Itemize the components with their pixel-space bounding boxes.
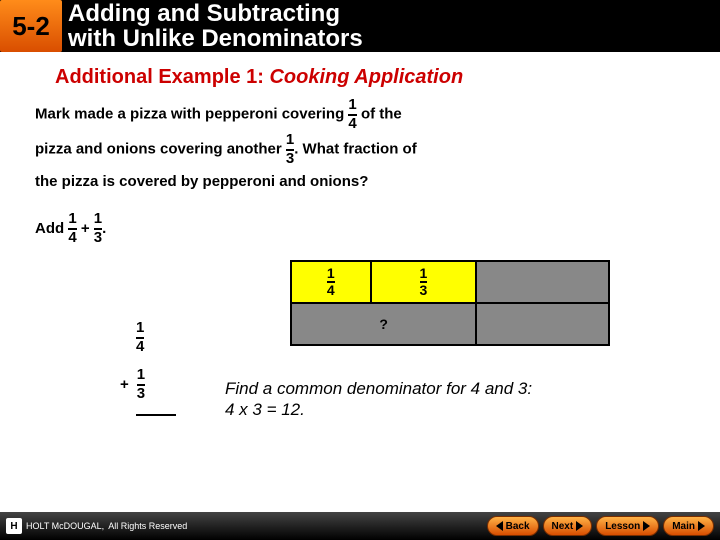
header-title: Adding and Subtracting with Unlike Denom…	[62, 1, 363, 51]
add-plus: +	[81, 220, 90, 237]
main-button[interactable]: Main	[663, 516, 714, 536]
subtitle-italic: Cooking Application	[269, 66, 463, 88]
chevron-left-icon	[496, 521, 503, 531]
footer-copyright: H HOLT McDOUGAL, All Rights Reserved	[6, 518, 187, 534]
fraction-1-4: 14	[348, 97, 356, 132]
diagram-cell-question: ?	[291, 303, 476, 345]
footer-rights: All Rights Reserved	[108, 521, 187, 531]
fraction-diagram: 14 13 ?	[290, 260, 610, 346]
next-button[interactable]: Next	[543, 516, 593, 536]
lesson-button[interactable]: Lesson	[596, 516, 659, 536]
problem-part1: Mark made a pizza with pepperoni coverin…	[35, 105, 344, 122]
explanation-text: Find a common denominator for 4 and 3: 4…	[225, 378, 532, 421]
publisher-logo: H	[6, 518, 22, 534]
diagram-cell-1-4: 14	[291, 261, 371, 303]
example-subtitle: Additional Example 1: Cooking Applicatio…	[0, 52, 720, 97]
explain-line2: 4 x 3 = 12.	[225, 400, 305, 419]
problem-text: Mark made a pizza with pepperoni coverin…	[0, 97, 720, 205]
footer-bar: H HOLT McDOUGAL, All Rights Reserved Bac…	[0, 512, 720, 540]
title-line2: with Unlike Denominators	[68, 25, 363, 52]
sum-underline	[136, 414, 176, 416]
chevron-right-icon	[643, 521, 650, 531]
add-word: Add	[35, 220, 64, 237]
diagram-cell-rest2	[476, 303, 609, 345]
add-instruction: Add 14 + 13 .	[0, 205, 720, 246]
lesson-number-badge: 5-2	[0, 0, 62, 52]
explain-line1: Find a common denominator for 4 and 3:	[225, 379, 532, 398]
footer-publisher: HOLT McDOUGAL,	[26, 521, 104, 531]
add-frac2: 13	[94, 211, 102, 246]
fraction-1-3: 13	[286, 132, 294, 167]
subtitle-prefix: Additional Example 1:	[55, 66, 269, 88]
chevron-right-icon	[698, 521, 705, 531]
chevron-right-icon	[576, 521, 583, 531]
work-plus: +	[120, 376, 129, 393]
add-dot: .	[102, 220, 106, 237]
diagram-cell-rest	[476, 261, 609, 303]
problem-part2: of the	[361, 105, 402, 122]
problem-part3: pizza and onions covering another	[35, 140, 282, 157]
footer-buttons: Back Next Lesson Main	[487, 516, 714, 536]
problem-part5: the pizza is covered by pepperoni and on…	[35, 173, 368, 190]
title-line1: Adding and Subtracting	[68, 0, 340, 27]
work-frac2: 13	[137, 367, 145, 402]
problem-part4: . What fraction of	[294, 140, 417, 157]
add-frac1: 14	[68, 211, 76, 246]
header-bar: 5-2 Adding and Subtracting with Unlike D…	[0, 0, 720, 52]
work-column: 14 + 13	[120, 320, 176, 416]
diagram-cell-1-3: 13	[371, 261, 477, 303]
work-frac1: 14	[136, 320, 144, 355]
back-button[interactable]: Back	[487, 516, 539, 536]
